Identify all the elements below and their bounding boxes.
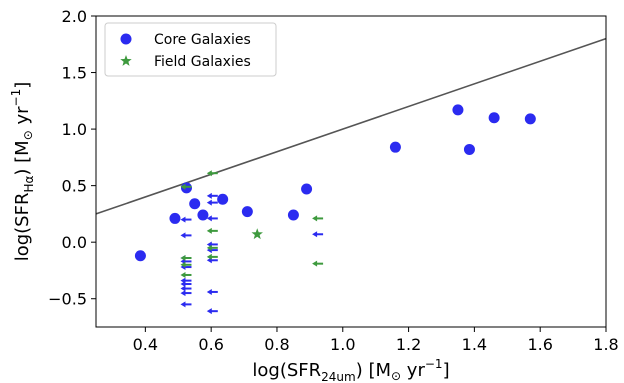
field-galaxy-upper-limit [180, 271, 192, 278]
reference-line [95, 37, 607, 215]
core-galaxy-point [169, 212, 181, 224]
core-galaxy-point [389, 141, 401, 153]
y-axis-label: log(SFRHα) [M⊙ yr−1] [9, 82, 36, 262]
core-galaxy-point [452, 104, 464, 116]
legend-core-marker [120, 33, 132, 45]
y-tick-label: −0.5 [48, 290, 87, 309]
core-galaxy-point [189, 198, 201, 210]
core-galaxy-point [134, 250, 146, 262]
core-galaxy-upper-limit [180, 285, 192, 292]
core-galaxy-point [217, 193, 229, 205]
x-tick-label: 0.8 [264, 335, 289, 354]
core-galaxy-point [524, 113, 536, 125]
field-galaxy-upper-limit [206, 253, 218, 260]
core-galaxy-point [197, 209, 209, 221]
x-tick-label: 1.8 [593, 335, 618, 354]
core-galaxy-upper-limit [206, 192, 218, 199]
legend-box [104, 22, 277, 77]
core-galaxy-point [463, 143, 475, 155]
core-galaxy-upper-limit [206, 241, 218, 248]
core-galaxy-upper-limit [206, 288, 218, 295]
core-galaxy-upper-limit [180, 216, 192, 223]
core-galaxy-upper-limit [180, 277, 192, 284]
y-tick-label: 0.0 [62, 233, 87, 252]
x-tick-label: 1.2 [396, 335, 421, 354]
x-tick-label: 1.4 [462, 335, 487, 354]
core-galaxy-point [241, 206, 253, 218]
x-tick-label: 1.6 [527, 335, 552, 354]
x-tick-label: 1.0 [330, 335, 355, 354]
core-galaxy-upper-limit [180, 301, 192, 308]
core-galaxy-point [287, 209, 299, 221]
core-galaxy-point [301, 183, 313, 195]
core-galaxy-point [488, 112, 500, 124]
y-tick-label: 2.0 [62, 7, 87, 26]
field-galaxy-upper-limit [206, 227, 218, 234]
y-tick-label: 0.5 [62, 177, 87, 196]
core-galaxy-upper-limit [206, 199, 218, 206]
x-axis-label: log(SFR24um) [M⊙ yr−1] [252, 357, 449, 383]
plot-area [95, 37, 607, 315]
axes: 0.4 0.6 0.8 1.0 1.2 1.4 1.6 1.8 −0.5 0.0 0.5 1.0 1.5… [48, 7, 619, 354]
x-tick-label: 0.6 [198, 335, 223, 354]
field-galaxy-upper-limit [312, 215, 324, 222]
plot-frame [95, 15, 607, 328]
field-galaxy-upper-limit [180, 255, 192, 262]
core-galaxy-upper-limit [180, 258, 192, 265]
legend-core-label: Core Galaxies [154, 32, 251, 48]
x-tick-label: 0.4 [133, 335, 158, 354]
field-galaxy-upper-limit [180, 261, 192, 268]
legend-field-label: Field Galaxies [154, 54, 251, 70]
y-tick-label: 1.5 [62, 64, 87, 83]
core-galaxy-upper-limit [180, 281, 192, 288]
y-tick-label: 1.0 [62, 120, 87, 139]
core-galaxy-upper-limit [206, 257, 218, 264]
legend-field-marker [120, 55, 132, 66]
field-galaxy-upper-limit [180, 183, 192, 190]
field-galaxy-upper-limit [312, 260, 324, 267]
core-galaxy-upper-limit [206, 215, 218, 222]
core-galaxy-upper-limit [312, 231, 324, 238]
field-galaxy-upper-limit [206, 170, 218, 177]
core-galaxy-upper-limit [180, 232, 192, 239]
field-galaxy-point [251, 228, 263, 240]
field-galaxy-upper-limit [206, 244, 218, 251]
core-galaxy-upper-limit [206, 308, 218, 315]
core-galaxy-upper-limit [180, 290, 192, 297]
legend: Core Galaxies Field Galaxies [104, 22, 277, 77]
